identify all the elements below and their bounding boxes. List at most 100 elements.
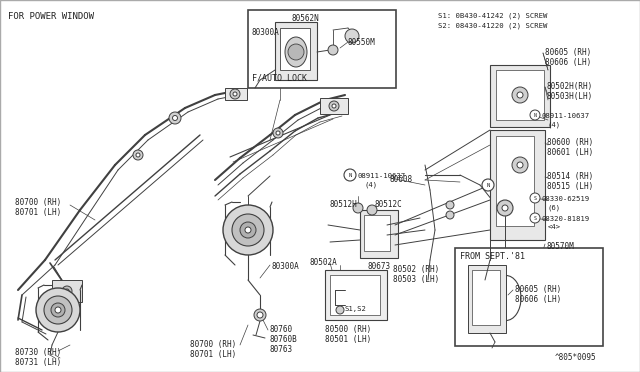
Circle shape: [36, 288, 80, 332]
Circle shape: [55, 307, 61, 313]
Text: 80501 (LH): 80501 (LH): [325, 335, 371, 344]
Text: 80300A: 80300A: [272, 262, 300, 271]
Circle shape: [276, 131, 280, 135]
Circle shape: [62, 286, 72, 296]
Text: 80700 (RH): 80700 (RH): [190, 340, 236, 349]
Circle shape: [133, 150, 143, 160]
Text: 80512C: 80512C: [375, 200, 403, 209]
Text: S2: 08430-41220 (2) SCREW: S2: 08430-41220 (2) SCREW: [438, 22, 547, 29]
Ellipse shape: [285, 37, 307, 67]
Circle shape: [353, 203, 363, 213]
Circle shape: [344, 169, 356, 181]
Circle shape: [169, 112, 181, 124]
Text: ^805*0095: ^805*0095: [555, 353, 596, 362]
Circle shape: [497, 200, 513, 216]
Circle shape: [530, 213, 540, 223]
Text: 80700 (RH): 80700 (RH): [15, 198, 61, 207]
Circle shape: [245, 227, 251, 233]
Text: 80606 (LH): 80606 (LH): [515, 295, 561, 304]
Text: 80731 (LH): 80731 (LH): [15, 358, 61, 367]
Bar: [360, 210, 398, 258]
Text: 80701 (LH): 80701 (LH): [15, 208, 61, 217]
Bar: [280, 28, 310, 70]
Circle shape: [51, 303, 65, 317]
Bar: [225, 88, 247, 100]
Text: N: N: [348, 173, 351, 177]
Text: 80503H(LH): 80503H(LH): [547, 92, 593, 101]
Text: 80503 (LH): 80503 (LH): [393, 275, 439, 284]
Circle shape: [332, 104, 336, 108]
Text: 80515 (LH): 80515 (LH): [547, 182, 593, 191]
Bar: [320, 98, 348, 114]
Circle shape: [232, 214, 264, 246]
Circle shape: [530, 193, 540, 203]
Circle shape: [44, 296, 72, 324]
Circle shape: [65, 289, 69, 293]
Circle shape: [512, 157, 528, 173]
Circle shape: [502, 205, 508, 211]
Bar: [330, 275, 380, 315]
Text: 80605 (RH): 80605 (RH): [515, 285, 561, 294]
Text: 80605 (RH): 80605 (RH): [545, 48, 591, 57]
Text: 80763: 80763: [270, 345, 293, 354]
Text: 80760: 80760: [270, 325, 293, 334]
Text: 80502A: 80502A: [310, 258, 338, 267]
Text: 80562N: 80562N: [292, 14, 320, 23]
Circle shape: [328, 45, 338, 55]
Text: 08320-81819: 08320-81819: [542, 216, 590, 222]
Bar: [248, 10, 396, 88]
Text: 80608: 80608: [390, 175, 413, 184]
Text: 80502H(RH): 80502H(RH): [547, 82, 593, 91]
Text: S: S: [534, 196, 536, 201]
Bar: [325, 270, 387, 320]
Circle shape: [288, 44, 304, 60]
Bar: [490, 130, 545, 240]
Text: N: N: [534, 112, 536, 118]
Circle shape: [446, 211, 454, 219]
Circle shape: [254, 309, 266, 321]
Text: (4): (4): [548, 121, 561, 128]
Circle shape: [517, 92, 523, 98]
Text: FOR POWER WINDOW: FOR POWER WINDOW: [8, 12, 94, 21]
Text: 08911-10637: 08911-10637: [542, 113, 590, 119]
Text: 80730 (RH): 80730 (RH): [15, 348, 61, 357]
Text: 80673: 80673: [368, 262, 391, 271]
Text: 80500 (RH): 80500 (RH): [325, 325, 371, 334]
Circle shape: [530, 110, 540, 120]
Text: 80570M: 80570M: [547, 242, 575, 251]
Text: FROM SEPT.'81: FROM SEPT.'81: [460, 252, 525, 261]
Circle shape: [336, 306, 344, 314]
Bar: [472, 270, 500, 325]
Text: 80701 (LH): 80701 (LH): [190, 350, 236, 359]
Text: 80760B: 80760B: [270, 335, 298, 344]
Text: 80606 (LH): 80606 (LH): [545, 58, 591, 67]
Text: (6): (6): [548, 204, 561, 211]
Text: (4): (4): [365, 181, 378, 187]
Bar: [496, 136, 534, 226]
Bar: [468, 265, 506, 333]
Bar: [52, 280, 82, 302]
Circle shape: [446, 201, 454, 209]
Text: 80601 (LH): 80601 (LH): [547, 148, 593, 157]
Circle shape: [173, 115, 177, 121]
Text: 80514 (RH): 80514 (RH): [547, 172, 593, 181]
Bar: [496, 70, 544, 120]
Circle shape: [517, 162, 523, 168]
Bar: [455, 248, 603, 346]
Circle shape: [257, 312, 263, 318]
Circle shape: [240, 222, 256, 238]
Text: S: S: [534, 215, 536, 221]
Text: <4>: <4>: [548, 224, 561, 230]
Circle shape: [233, 92, 237, 96]
Text: S1: 0B430-41242 (2) SCREW: S1: 0B430-41242 (2) SCREW: [438, 12, 547, 19]
Bar: [364, 215, 390, 251]
Text: 80550M: 80550M: [348, 38, 376, 47]
Circle shape: [230, 89, 240, 99]
Circle shape: [329, 101, 339, 111]
Bar: [490, 65, 550, 127]
Text: 08330-62519: 08330-62519: [542, 196, 590, 202]
Text: 08911-10637: 08911-10637: [358, 173, 406, 179]
Bar: [275, 22, 317, 80]
Text: N: N: [486, 183, 490, 187]
Circle shape: [223, 205, 273, 255]
